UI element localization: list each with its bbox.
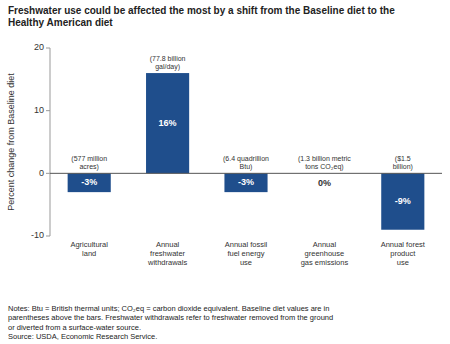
data-label: -3% (238, 177, 254, 187)
x-tick-label: Agriculturalland (70, 240, 108, 258)
data-label: 16% (159, 118, 177, 128)
y-tick-label: 10 (34, 105, 44, 115)
bar (381, 173, 424, 229)
data-label: -3% (81, 177, 97, 187)
y-tick-label: 0 (39, 168, 44, 178)
bars (68, 73, 425, 230)
bar (224, 173, 267, 192)
annotation: (77.8 billiongal/day) (150, 55, 186, 72)
y-tick-label: -10 (31, 230, 44, 240)
x-tick-label: Annual forestproductuse (381, 240, 426, 267)
y-axis-line (50, 48, 51, 236)
chart: Freshwater use could be affected the mos… (0, 0, 450, 344)
bar (68, 173, 111, 192)
notes: Notes: Btu = British thermal units; CO₂e… (8, 304, 333, 342)
y-axis-label: Percent change from Baseline diet (6, 73, 16, 211)
y-tick (46, 48, 50, 49)
annotation: (577 millionacres) (71, 155, 107, 172)
annotation: (6.4 quadrillionBtu) (223, 155, 269, 172)
annotation: (1.3 billion metrictons CO₂eq) (298, 155, 351, 172)
x-tick-label: Annual fossilfuel energyuse (225, 240, 268, 267)
y-tick-label: 20 (34, 42, 44, 52)
y-tick (46, 110, 50, 111)
data-label: -9% (395, 196, 411, 206)
y-tick (46, 173, 50, 174)
annotation: ($1.5billion) (393, 155, 413, 172)
y-tick (46, 236, 50, 237)
bar (146, 73, 189, 173)
title: Freshwater use could be affected the mos… (8, 5, 395, 28)
data-label: 0% (318, 178, 331, 188)
x-tick-label: Annualfreshwaterwithdrawals (147, 240, 187, 267)
zero-line (50, 173, 442, 174)
x-tick-label: Annualgreenhousegas emissions (301, 240, 349, 267)
